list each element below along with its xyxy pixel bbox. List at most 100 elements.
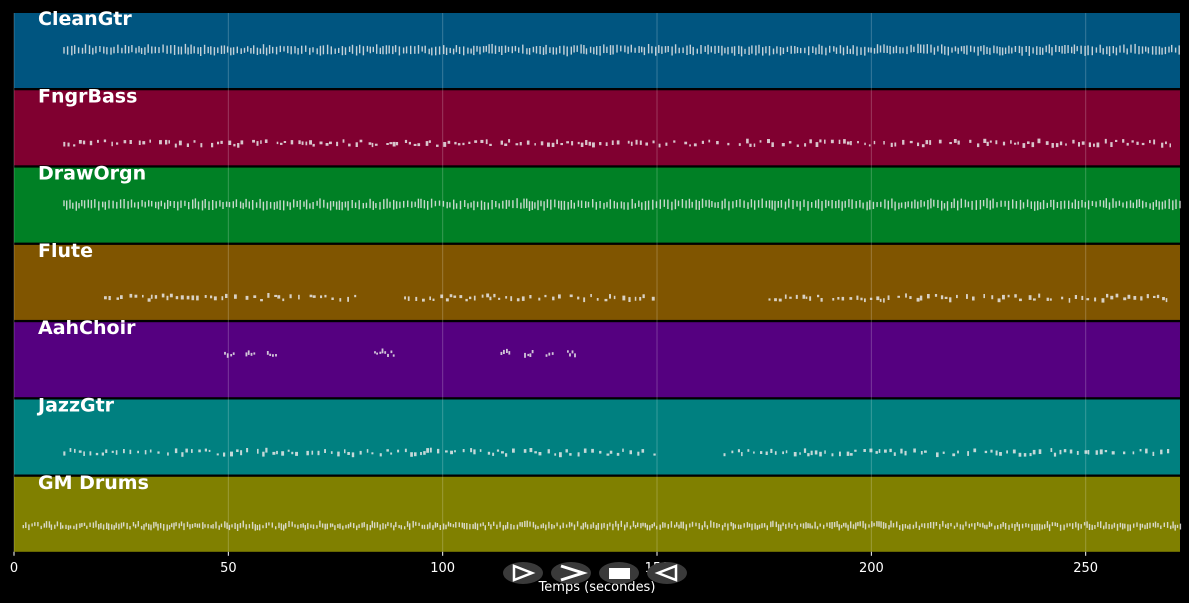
note-mark — [613, 295, 616, 300]
note-mark — [1038, 449, 1042, 454]
note-mark — [306, 450, 309, 456]
note-mark — [809, 296, 812, 301]
note-mark — [646, 524, 648, 531]
note-mark — [264, 139, 268, 143]
note-mark — [221, 296, 224, 301]
note-mark — [268, 45, 271, 54]
note-mark — [1096, 142, 1100, 148]
note-mark — [996, 202, 998, 208]
note-mark — [989, 140, 992, 143]
note-mark — [560, 143, 563, 146]
note-mark — [1063, 449, 1067, 453]
note-mark — [753, 143, 756, 147]
note-mark — [265, 47, 268, 56]
note-mark — [269, 353, 272, 356]
note-mark — [754, 200, 756, 210]
note-mark — [938, 139, 942, 144]
note-mark — [388, 45, 390, 54]
note-mark — [83, 522, 86, 526]
note-mark — [298, 294, 300, 300]
rewind-button[interactable] — [647, 562, 687, 584]
note-mark — [1149, 522, 1151, 529]
note-mark — [1108, 524, 1110, 530]
note-mark — [476, 201, 479, 208]
note-mark — [454, 450, 456, 453]
note-mark — [347, 296, 349, 302]
note-mark — [555, 47, 558, 55]
note-mark — [841, 201, 843, 211]
note-mark — [108, 200, 110, 209]
note-mark — [724, 522, 726, 527]
note-mark — [95, 520, 97, 528]
note-mark — [220, 140, 223, 144]
note-mark — [502, 200, 504, 209]
note-mark — [566, 46, 568, 57]
note-mark — [896, 521, 898, 528]
note-mark — [247, 350, 250, 355]
note-mark — [616, 202, 618, 209]
note-mark — [494, 45, 497, 54]
note-mark — [780, 200, 783, 208]
note-mark — [953, 139, 957, 143]
note-mark — [248, 201, 250, 209]
note-mark — [442, 523, 445, 530]
note-mark — [888, 525, 890, 530]
note-mark — [698, 523, 700, 530]
note-mark — [218, 525, 220, 530]
note-mark — [366, 45, 369, 52]
note-mark — [347, 452, 350, 455]
note-mark — [202, 522, 204, 530]
note-mark — [1127, 294, 1131, 299]
note-mark — [472, 524, 474, 529]
play-button[interactable] — [503, 562, 543, 584]
note-mark — [74, 45, 76, 54]
note-mark — [215, 201, 217, 209]
note-mark — [463, 523, 465, 530]
note-mark — [230, 354, 233, 357]
note-mark — [173, 201, 175, 208]
note-mark — [628, 297, 631, 302]
note-mark — [123, 522, 125, 527]
note-mark — [658, 143, 661, 148]
note-mark — [201, 200, 204, 211]
note-mark — [1017, 141, 1019, 145]
note-mark — [936, 452, 939, 458]
note-mark — [844, 200, 846, 208]
note-mark — [891, 198, 893, 209]
note-mark — [869, 297, 873, 300]
note-mark — [577, 452, 580, 457]
note-mark — [267, 293, 270, 298]
note-mark — [606, 46, 608, 53]
note-mark — [567, 350, 569, 353]
note-mark — [242, 520, 244, 528]
note-mark — [534, 143, 536, 146]
note-mark — [351, 452, 355, 458]
note-mark — [737, 449, 740, 453]
note-mark — [548, 352, 551, 356]
note-mark — [590, 294, 592, 298]
note-mark — [1146, 522, 1148, 529]
note-mark — [285, 523, 287, 529]
note-mark — [559, 525, 561, 530]
note-mark — [756, 525, 759, 530]
stop-button[interactable] — [599, 562, 639, 584]
note-mark — [883, 44, 885, 53]
note-mark — [1095, 201, 1097, 208]
note-mark — [342, 525, 344, 530]
note-mark — [626, 522, 628, 528]
note-mark — [1175, 199, 1177, 209]
note-mark — [262, 201, 265, 211]
note-mark — [423, 524, 426, 530]
note-mark — [975, 200, 977, 210]
note-mark — [372, 46, 374, 53]
note-mark — [642, 294, 645, 299]
note-mark — [135, 47, 137, 54]
note-mark — [198, 449, 201, 453]
note-mark — [432, 298, 435, 301]
forward-button[interactable] — [551, 562, 591, 584]
note-mark — [1056, 202, 1059, 208]
note-mark — [190, 44, 192, 54]
note-mark — [500, 351, 503, 355]
note-mark — [1152, 522, 1154, 527]
note-mark — [937, 45, 939, 52]
